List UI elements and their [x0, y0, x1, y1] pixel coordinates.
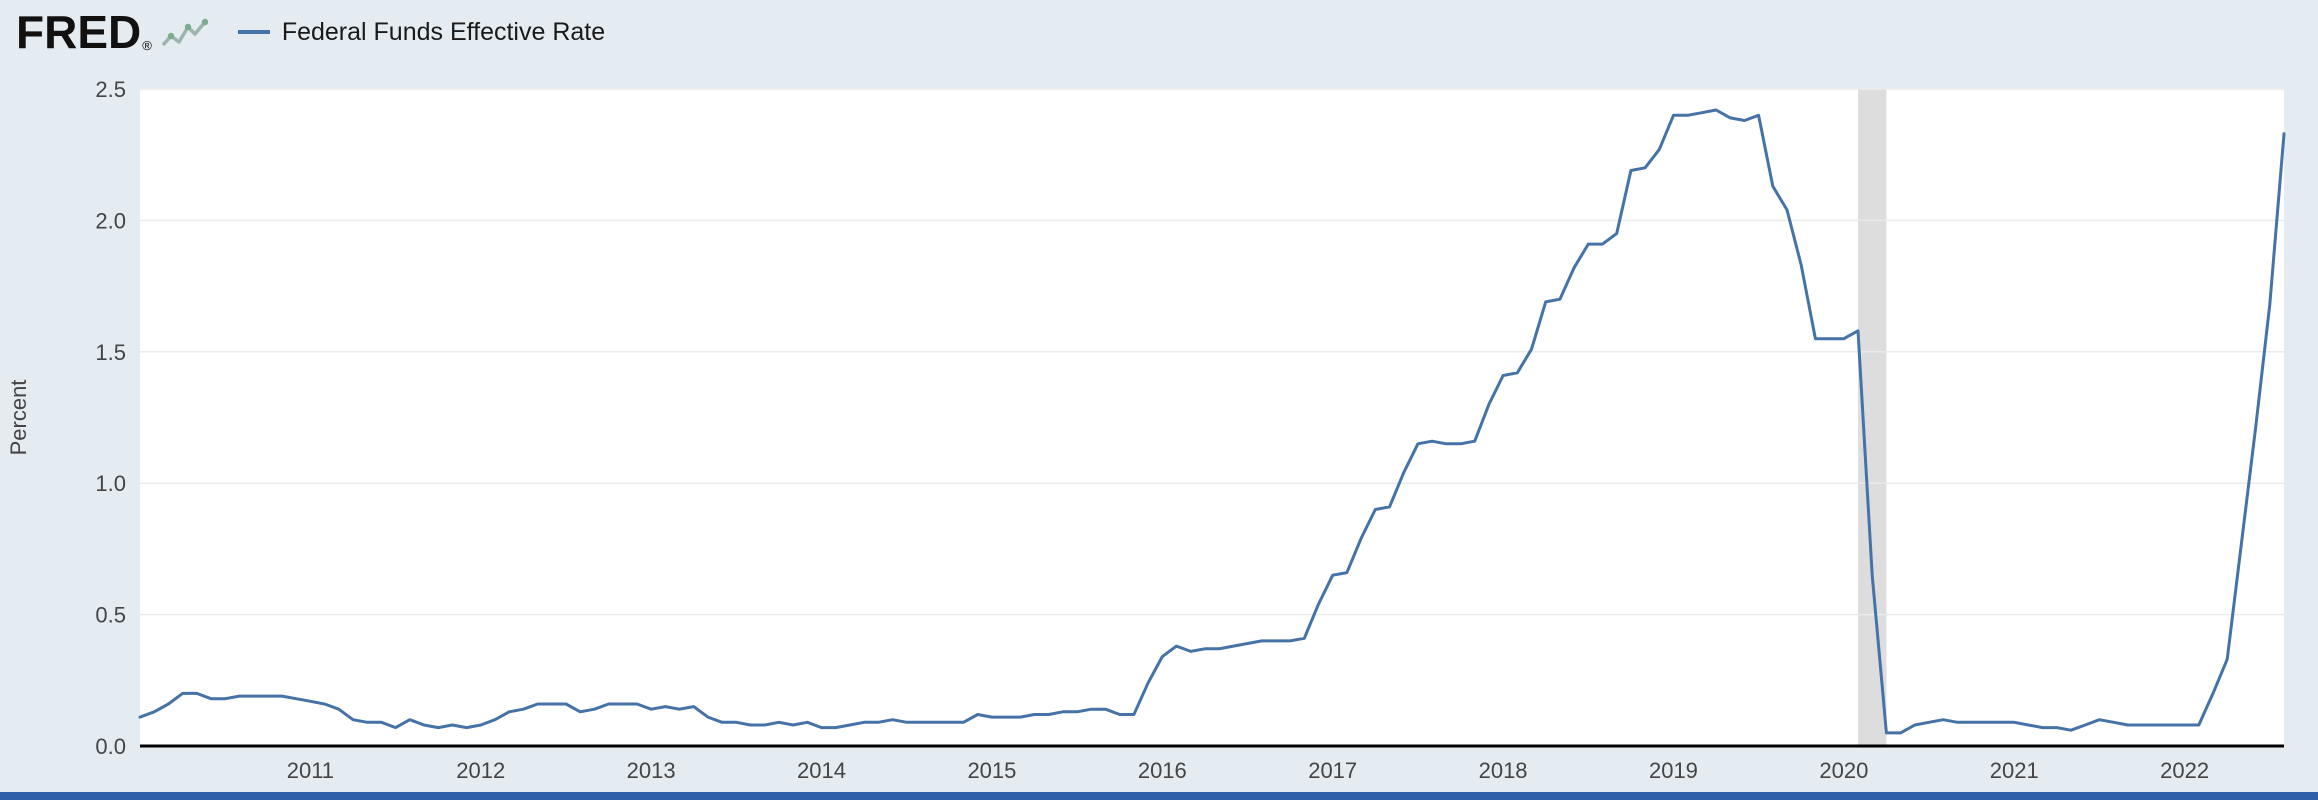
y-axis-title: Percent: [6, 380, 31, 456]
x-tick-label: 2020: [1819, 758, 1868, 783]
y-tick-label: 2.0: [95, 208, 126, 233]
x-tick-label: 2016: [1138, 758, 1187, 783]
y-tick-label: 1.0: [95, 471, 126, 496]
fred-logo-text: FRED: [16, 6, 142, 58]
x-tick-label: 2013: [627, 758, 676, 783]
chart-header: FRED ® Federal Funds Effective Rate: [16, 8, 605, 56]
registered-trademark-mark: ®: [142, 38, 152, 53]
legend-series-label: Federal Funds Effective Rate: [281, 17, 606, 46]
x-tick-label: 2015: [967, 758, 1016, 783]
chart-legend: Federal Funds Effective Rate: [237, 17, 606, 47]
x-tick-label: 2011: [287, 758, 334, 783]
legend-line-swatch: [237, 30, 270, 34]
y-tick-label: 1.5: [95, 340, 126, 365]
y-tick-label: 0.0: [95, 734, 126, 759]
federal-funds-rate-line-chart[interactable]: 0.0 0.5 1.0 1.5 2.0 2.5 2011 2012 2013 2014 2015 20…: [0, 55, 2318, 792]
x-tick-label: 2017: [1308, 758, 1357, 783]
fred-logo-sparkline-icon: [161, 18, 208, 47]
x-tick-label: 2018: [1479, 758, 1528, 783]
y-tick-label: 0.5: [95, 603, 126, 628]
y-tick-label: 2.5: [95, 77, 126, 102]
fred-logo[interactable]: FRED ®: [16, 9, 208, 55]
x-tick-label: 2014: [797, 758, 846, 783]
x-tick-label: 2022: [2160, 758, 2209, 783]
x-tick-label: 2019: [1649, 758, 1698, 783]
footer-bar: [0, 792, 2318, 800]
x-tick-label: 2012: [456, 758, 505, 783]
plot-area[interactable]: [140, 89, 2284, 746]
x-tick-label: 2021: [1990, 758, 2039, 783]
data-line[interactable]: [138, 108, 2286, 735]
